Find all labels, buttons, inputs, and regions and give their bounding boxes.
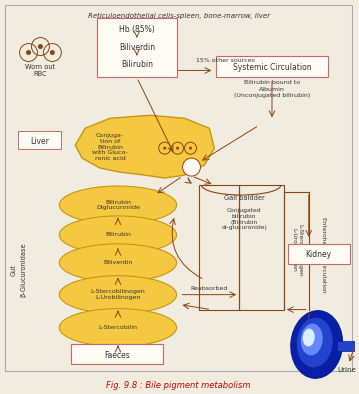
Circle shape: [163, 147, 166, 150]
Text: Reticuloendothelial cells-spleen, bone-marrow, liver: Reticuloendothelial cells-spleen, bone-m…: [88, 13, 270, 19]
Text: Gut: Gut: [11, 264, 17, 276]
Ellipse shape: [291, 310, 342, 378]
FancyBboxPatch shape: [288, 244, 350, 264]
Text: Biliverdin: Biliverdin: [119, 43, 155, 52]
Circle shape: [176, 147, 179, 150]
Text: L-Stercobilinogen
L-Urobilinogen: L-Stercobilinogen L-Urobilinogen: [292, 223, 302, 276]
Text: Urine: Urine: [337, 367, 356, 374]
Text: Enterohepatic circulation: Enterohepatic circulation: [321, 217, 326, 293]
Text: Conjugated
bilirubin
(Bilirubin
di-glucuronide): Conjugated bilirubin (Bilirubin di-glucu…: [221, 208, 267, 230]
FancyBboxPatch shape: [337, 342, 354, 351]
Circle shape: [183, 158, 200, 176]
Ellipse shape: [301, 323, 323, 355]
Text: Bilirubin: Bilirubin: [105, 232, 131, 237]
Text: Bilirubin
Diglucuronide: Bilirubin Diglucuronide: [96, 200, 140, 210]
Text: Worn out
RBC: Worn out RBC: [25, 65, 56, 78]
FancyBboxPatch shape: [71, 344, 163, 364]
FancyBboxPatch shape: [216, 56, 328, 78]
Circle shape: [26, 50, 31, 55]
Ellipse shape: [297, 318, 333, 367]
Circle shape: [189, 147, 192, 150]
Ellipse shape: [59, 216, 177, 254]
Circle shape: [38, 44, 43, 49]
Text: 15% other sources: 15% other sources: [196, 58, 255, 63]
Text: Fig. 9.8 : Bile pigment metabolism: Fig. 9.8 : Bile pigment metabolism: [106, 381, 251, 390]
Text: L-Stercobilinogen
L-Urobilinogen: L-Stercobilinogen L-Urobilinogen: [90, 289, 145, 300]
Text: Conjuga-
tion of
Bilirubin
with Gluco-
ronic acid: Conjuga- tion of Bilirubin with Gluco- r…: [92, 133, 128, 161]
Text: Bilirubin bound to
Albumin
(Unconjugated bilirubin): Bilirubin bound to Albumin (Unconjugated…: [234, 80, 310, 98]
Ellipse shape: [303, 329, 315, 346]
Text: Liver: Liver: [30, 137, 49, 146]
Ellipse shape: [59, 244, 177, 282]
FancyBboxPatch shape: [18, 131, 61, 149]
Ellipse shape: [59, 276, 177, 314]
Circle shape: [50, 50, 55, 55]
Polygon shape: [75, 115, 214, 178]
Text: Hb (85%): Hb (85%): [119, 24, 155, 33]
Text: Gall baldder: Gall baldder: [224, 195, 265, 201]
Text: β-Glucuronidase: β-Glucuronidase: [20, 242, 27, 297]
Text: Reabsorbed: Reabsorbed: [191, 286, 228, 291]
Text: Faeces: Faeces: [104, 351, 130, 360]
Ellipse shape: [59, 186, 177, 224]
Text: Bilirubin: Bilirubin: [121, 61, 153, 69]
Text: L-Stercobilin: L-Stercobilin: [98, 325, 137, 330]
Ellipse shape: [59, 309, 177, 346]
Text: Biliverdin: Biliverdin: [103, 260, 132, 265]
Text: Systemic Circulation: Systemic Circulation: [233, 63, 311, 72]
FancyBboxPatch shape: [97, 18, 177, 78]
Text: Kidney: Kidney: [306, 250, 332, 259]
